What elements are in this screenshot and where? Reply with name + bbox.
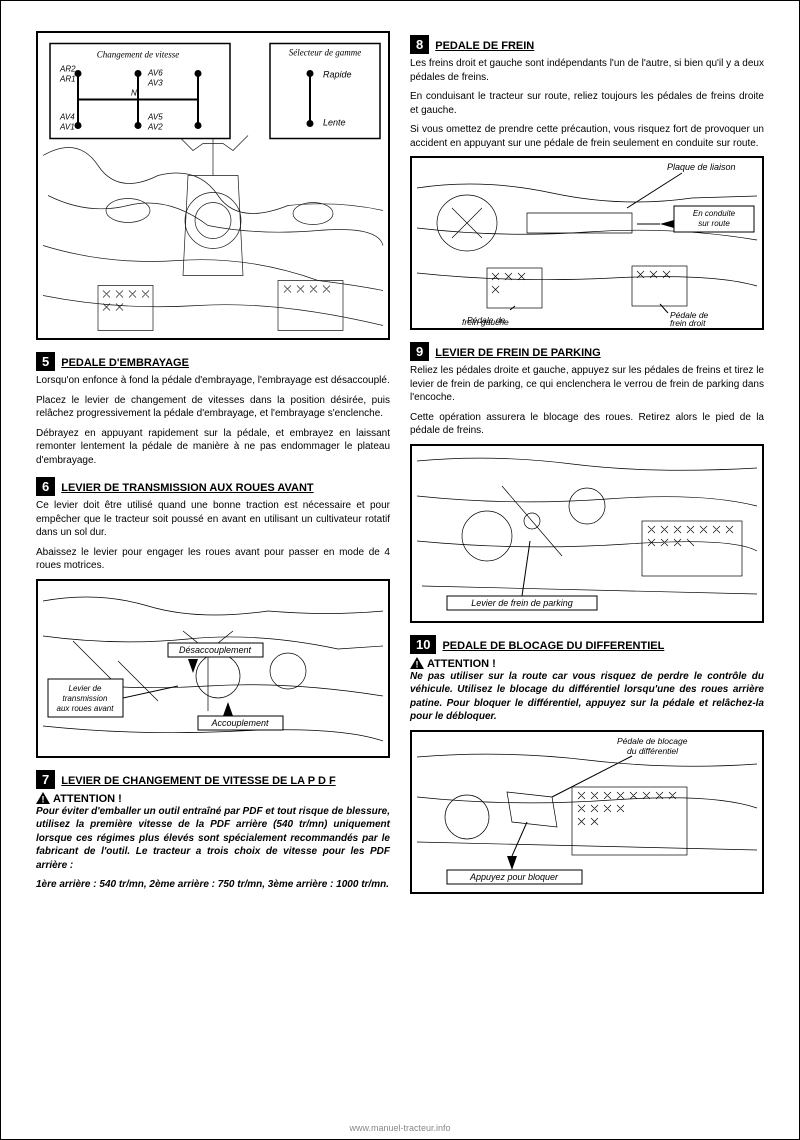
sec7-p1: Pour éviter d'emballer un outil entraîné…: [36, 805, 390, 873]
svg-text:sur route: sur route: [698, 219, 730, 228]
sec8-title: PEDALE DE FREIN: [435, 40, 534, 52]
svg-text:!: !: [42, 794, 45, 804]
svg-text:AV2: AV2: [147, 123, 163, 132]
right-column: 8 PEDALE DE FREIN Les freins droit et gau…: [410, 31, 764, 1109]
section-7: 7 LEVIER DE CHANGEMENT DE VITESSE DE LA P…: [36, 766, 390, 898]
sec5-p2: Placez le levier de changement de vitess…: [36, 394, 390, 421]
num-10-icon: 10: [410, 635, 436, 654]
sec10-warning: !ATTENTION !: [410, 657, 764, 670]
svg-text:aux roues avant: aux roues avant: [57, 704, 115, 713]
svg-text:frein gauche: frein gauche: [462, 317, 509, 327]
section-9: 9 LEVIER DE FREIN DE PARKING Reliez les p…: [410, 338, 764, 444]
sec9-p1: Reliez les pédales droite et gauche, app…: [410, 364, 764, 405]
svg-text:AV3: AV3: [147, 79, 163, 88]
section-10: 10 PEDALE DE BLOCAGE DU DIFFERENTIEL !ATT…: [410, 631, 764, 730]
gear-diagram-title: Changement de vitesse: [97, 50, 179, 60]
sec6-title: LEVIER DE TRANSMISSION AUX ROUES AVANT: [61, 482, 313, 494]
figure-diff-lock: Pédale de blocage du différentiel Appuye…: [410, 730, 764, 894]
num-7-icon: 7: [36, 770, 55, 789]
warning-icon: !: [410, 657, 424, 669]
sec8-p2: En conduisant le tracteur sur route, rel…: [410, 90, 764, 117]
svg-text:En conduite: En conduite: [693, 209, 736, 218]
svg-text:Levier de: Levier de: [69, 684, 102, 693]
svg-text:frein droit: frein droit: [670, 318, 706, 328]
svg-text:Désaccouplement: Désaccouplement: [179, 645, 252, 655]
svg-text:Pédale de blocage: Pédale de blocage: [617, 736, 688, 746]
figure-brake-pedals: Plaque de liaison En conduite sur route …: [410, 156, 764, 330]
warning-icon: !: [36, 792, 50, 804]
svg-text:AV5: AV5: [147, 113, 163, 122]
svg-text:Levier de frein de parking: Levier de frein de parking: [471, 598, 573, 608]
sec8-p1: Les freins droit et gauche sont indépend…: [410, 57, 764, 84]
svg-text:!: !: [416, 659, 419, 669]
svg-text:Rapide: Rapide: [323, 70, 352, 80]
figure-transmission-lever: Désaccouplement Levier de transmission a…: [36, 579, 390, 758]
svg-text:Lente: Lente: [323, 118, 346, 128]
sec9-p2: Cette opération assurera le blocage des …: [410, 411, 764, 438]
sec9-title: LEVIER DE FREIN DE PARKING: [435, 347, 600, 359]
num-9-icon: 9: [410, 342, 429, 361]
svg-text:Plaque de liaison: Plaque de liaison: [667, 162, 736, 172]
figure-gear-selector: Changement de vitesse AR2 AR1 AV6 AV3 AV…: [36, 31, 390, 340]
left-column: Changement de vitesse AR2 AR1 AV6 AV3 AV…: [36, 31, 390, 1109]
sec10-title: PEDALE DE BLOCAGE DU DIFFERENTIEL: [442, 640, 664, 652]
sec6-p1: Ce levier doit être utilisé quand une bo…: [36, 499, 390, 540]
section-8: 8 PEDALE DE FREIN Les freins droit et gau…: [410, 31, 764, 156]
page: Changement de vitesse AR2 AR1 AV6 AV3 AV…: [0, 0, 800, 1140]
svg-text:transmission: transmission: [63, 694, 108, 703]
sec5-title: PEDALE D'EMBRAYAGE: [61, 357, 189, 369]
num-8-icon: 8: [410, 35, 429, 54]
figure-parking-brake: Levier de frein de parking: [410, 444, 764, 623]
sec10-p1: Ne pas utiliser sur la route car vous ri…: [410, 670, 764, 724]
sec7-title: LEVIER DE CHANGEMENT DE VITESSE DE LA P …: [61, 775, 335, 787]
sec5-p3: Débrayez en appuyant rapidement sur la p…: [36, 427, 390, 468]
svg-text:Sélecteur de gamme: Sélecteur de gamme: [289, 48, 361, 58]
num-5-icon: 5: [36, 352, 55, 371]
sec6-p2: Abaissez le levier pour engager les roue…: [36, 546, 390, 573]
svg-text:Appuyez pour bloquer: Appuyez pour bloquer: [469, 872, 559, 882]
sec7-p2: 1ère arrière : 540 tr/mn, 2ème arrière :…: [36, 878, 390, 892]
num-6-icon: 6: [36, 477, 55, 496]
svg-text:du différentiel: du différentiel: [627, 746, 679, 756]
sec8-p3: Si vous omettez de prendre cette précaut…: [410, 123, 764, 150]
svg-text:AV6: AV6: [147, 69, 163, 78]
svg-text:AR2: AR2: [59, 65, 76, 74]
svg-text:AV4: AV4: [59, 113, 75, 122]
sec7-warning: !ATTENTION !: [36, 792, 390, 805]
footer-url: www.manuel-tracteur.info: [1, 1123, 799, 1133]
section-6: 6LEVIER DE TRANSMISSION AUX ROUES AVANT …: [36, 473, 390, 579]
svg-text:N: N: [131, 89, 137, 98]
svg-text:Accouplement: Accouplement: [210, 718, 269, 728]
section-5: 5 PEDALE D'EMBRAYAGE Lorsqu'on enfonce à …: [36, 348, 390, 473]
svg-text:AR1: AR1: [59, 75, 76, 84]
svg-text:AV1: AV1: [59, 123, 75, 132]
sec5-p1: Lorsqu'on enfonce à fond la pédale d'emb…: [36, 374, 390, 388]
